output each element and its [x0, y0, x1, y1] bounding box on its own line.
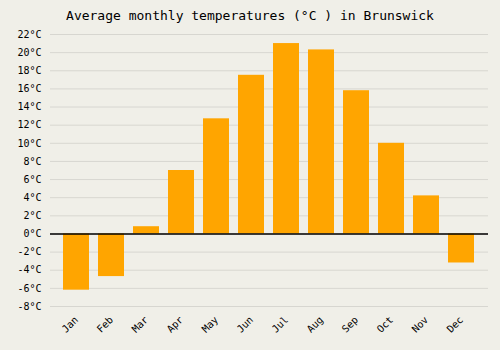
svg-text:May: May — [200, 314, 221, 335]
svg-text:Jun: Jun — [235, 314, 256, 335]
svg-text:Nov: Nov — [410, 314, 431, 335]
svg-text:-2°C: -2°C — [17, 246, 41, 257]
svg-text:Dec: Dec — [445, 314, 466, 335]
svg-text:18°C: 18°C — [17, 65, 41, 76]
svg-text:-6°C: -6°C — [17, 283, 41, 294]
svg-text:8°C: 8°C — [23, 156, 41, 167]
svg-text:0°C: 0°C — [23, 228, 41, 239]
svg-text:Oct: Oct — [375, 314, 396, 335]
svg-text:4°C: 4°C — [23, 192, 41, 203]
svg-text:Jul: Jul — [270, 314, 291, 335]
svg-text:Apr: Apr — [165, 314, 186, 335]
svg-text:Mar: Mar — [130, 314, 151, 335]
svg-text:2°C: 2°C — [23, 210, 41, 221]
svg-text:6°C: 6°C — [23, 174, 41, 185]
svg-text:-4°C: -4°C — [17, 264, 41, 275]
svg-text:14°C: 14°C — [17, 101, 41, 112]
svg-text:Sep: Sep — [340, 314, 361, 335]
svg-text:22°C: 22°C — [17, 29, 41, 40]
svg-text:10°C: 10°C — [17, 138, 41, 149]
svg-text:-8°C: -8°C — [17, 301, 41, 312]
svg-text:16°C: 16°C — [17, 83, 41, 94]
svg-text:12°C: 12°C — [17, 119, 41, 130]
svg-text:Aug: Aug — [305, 314, 326, 335]
svg-text:Jan: Jan — [60, 314, 81, 335]
svg-text:20°C: 20°C — [17, 47, 41, 58]
html-text:Average monthly temperatures (: Average monthly temperatures (°C ) in Br… — [66, 8, 434, 23]
svg-text:Feb: Feb — [95, 314, 116, 335]
